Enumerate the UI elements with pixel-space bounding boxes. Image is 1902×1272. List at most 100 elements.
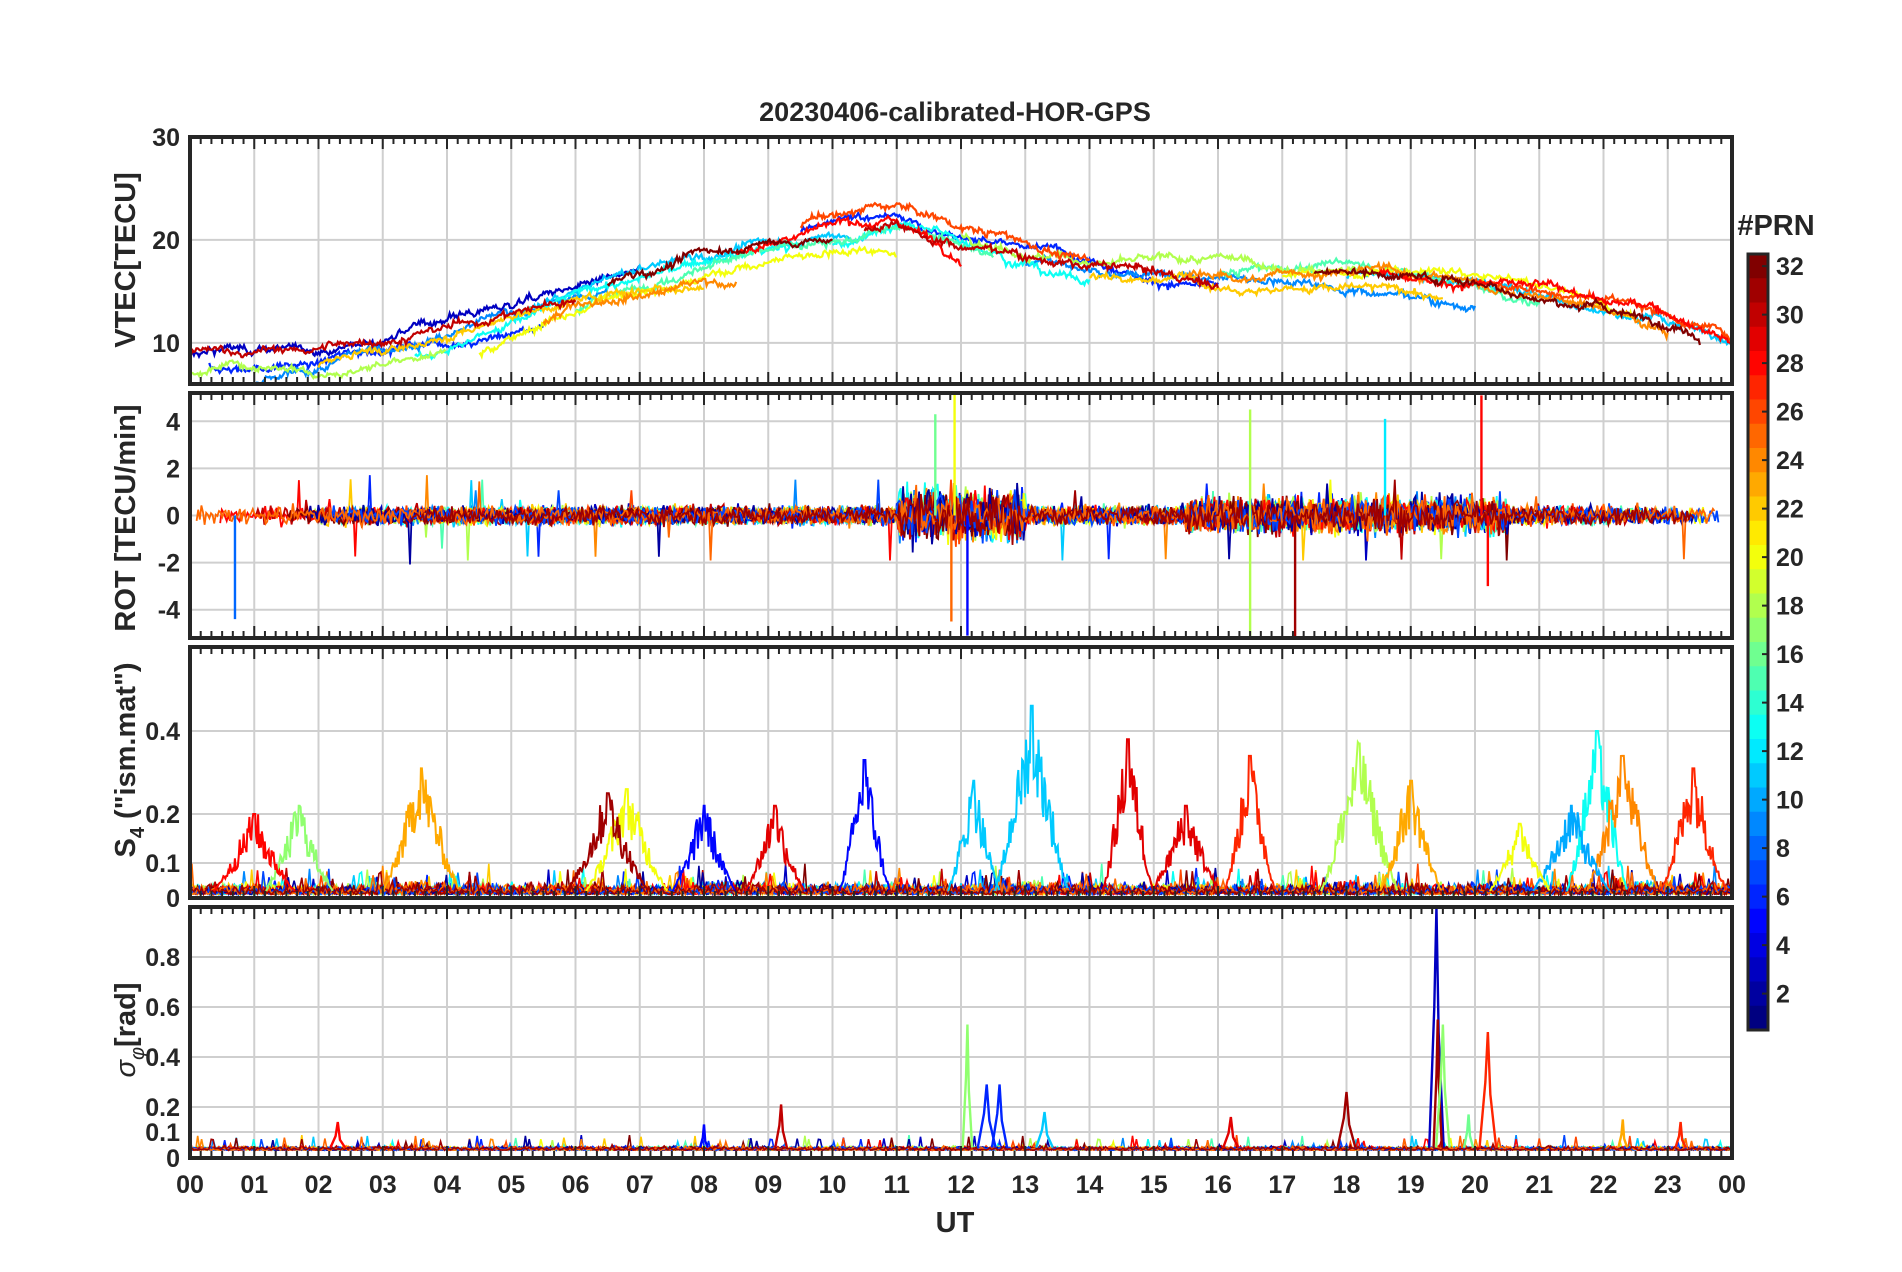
s4-peak-prn-13: [1566, 730, 1628, 892]
s4-peak-prn-23: [382, 767, 460, 892]
x-tick-label: 00: [176, 1171, 204, 1199]
colorbar-tick-label: 28: [1776, 350, 1804, 378]
sigma-spike-prn-6: [976, 1084, 997, 1148]
rot-lines: [195, 393, 1720, 638]
colorbar-tick-label: 22: [1776, 496, 1804, 524]
colorbar-segment: [1748, 593, 1768, 619]
colorbar-segment: [1748, 908, 1768, 934]
colorbar-segment: [1748, 811, 1768, 837]
sigma-spike-prn-27: [1478, 1031, 1498, 1148]
vtec-lines: [190, 201, 1732, 384]
s4-ylabel: S4 ("ism.mat"): [110, 663, 149, 858]
vtec-ytick-label: 20: [152, 227, 180, 255]
vtec-series-prn-32: [1313, 266, 1701, 346]
colorbar-title: #PRN: [1737, 210, 1814, 242]
sigma_phi-ytick-label: 0.6: [145, 994, 180, 1022]
colorbar-segment: [1748, 860, 1768, 886]
vtec-series-prn-26: [799, 201, 1091, 263]
colorbar-segment: [1748, 375, 1768, 401]
frame-layer: 102030-4-202400.10.20.400.10.20.40.60.80…: [145, 124, 1746, 1199]
sigma-spike-prn-29: [1222, 1116, 1240, 1149]
colorbar-segment: [1748, 884, 1768, 910]
rot-ytick-label: 2: [166, 455, 180, 483]
colorbar-tick-label: 12: [1776, 738, 1804, 766]
sigma-spike-prn-27: [1674, 1121, 1687, 1149]
colorbar-segment: [1748, 326, 1768, 352]
x-tick-label: 15: [1140, 1171, 1168, 1199]
vtec-ylabel: VTEC[TECU]: [110, 172, 142, 348]
x-tick-label: 21: [1525, 1171, 1553, 1199]
colorbar-tick-label: 16: [1776, 641, 1804, 669]
colorbar: 32 30 28 26 24 22 20 18 16 14 12 10 8 6 4 2: [1746, 252, 1804, 1032]
sigma_phi-ytick-label: 0.4: [145, 1044, 180, 1072]
colorbar-segment: [1748, 278, 1768, 304]
colorbar-segment: [1748, 399, 1768, 425]
x-tick-label: 23: [1654, 1171, 1682, 1199]
colorbar-tick-label: 8: [1776, 835, 1790, 863]
rot-ylabel: ROT [TECU/min]: [110, 404, 142, 631]
colorbar-tick-label: 18: [1776, 593, 1804, 621]
vtec-series-prn-24: [542, 277, 738, 327]
colorbar-segment: [1748, 836, 1768, 861]
x-tick-label: 08: [690, 1171, 718, 1199]
x-tick-label: 14: [1076, 1171, 1104, 1199]
sigma-spike-prn-31: [1336, 1091, 1357, 1148]
colorbar-tick-label: 26: [1776, 399, 1804, 427]
sigma-spike-prn-11: [1035, 1111, 1054, 1149]
s4-ytick-label: 0.2: [145, 801, 180, 829]
vtec-series-prn-20: [1282, 264, 1637, 321]
colorbar-tick-label: 6: [1776, 884, 1790, 912]
colorbar-tick-label: 30: [1776, 302, 1804, 330]
colorbar-segment: [1748, 957, 1768, 983]
vtec-series-prn-6: [800, 210, 1219, 292]
colorbar-segment: [1748, 981, 1768, 1007]
x-tick-label: 18: [1333, 1171, 1361, 1199]
colorbar-segment: [1748, 763, 1768, 789]
colorbar-segment: [1748, 933, 1768, 958]
sigma-ylabel-group: σφ[rad]: [110, 983, 149, 1078]
vtec-series-prn-32: [606, 237, 833, 288]
s4-peak-prn-29: [1151, 804, 1220, 892]
vtec-series-prn-13: [414, 240, 802, 361]
x-tick-label: 09: [754, 1171, 782, 1199]
sigma-spike-prn-16: [1462, 1114, 1475, 1148]
x-tick-label: 22: [1590, 1171, 1618, 1199]
s4-peak-prn-28: [212, 813, 296, 892]
colorbar-tick-label: 2: [1776, 981, 1790, 1009]
colorbar-segment: [1748, 739, 1768, 764]
colorbar-tick-label: 20: [1776, 544, 1804, 572]
colorbar-segment: [1748, 448, 1768, 473]
colorbar-segment: [1748, 423, 1768, 449]
sigma_phi-ytick-label: 0.1: [145, 1119, 180, 1147]
colorbar-segment: [1748, 351, 1768, 376]
x-tick-label: 12: [947, 1171, 975, 1199]
s4-peak-prn-20: [585, 788, 669, 892]
colorbar-segment: [1748, 690, 1768, 716]
colorbar-tick-label: 32: [1776, 253, 1804, 281]
colorbar-segment: [1748, 472, 1768, 498]
rot-ytick-label: -2: [158, 550, 180, 578]
colorbar-tick-label: 4: [1776, 932, 1790, 960]
rot-ytick-label: 4: [166, 408, 180, 436]
vtec-ytick-label: 30: [152, 124, 180, 152]
rot-ytick-label: 0: [166, 503, 180, 531]
sigma_phi-ytick-label: 0.2: [145, 1094, 180, 1122]
x-tick-label: 16: [1204, 1171, 1232, 1199]
colorbar-segment: [1748, 642, 1768, 667]
s4-peak-prn-5: [671, 804, 736, 892]
sigma_phi-ytick-label: 0.8: [145, 944, 180, 972]
x-tick-label: 07: [626, 1171, 654, 1199]
colorbar-segment: [1748, 1005, 1768, 1031]
s4-peak-prn-5: [838, 759, 891, 892]
rot-ytick-label: -4: [158, 597, 180, 625]
x-tick-label: 01: [240, 1171, 268, 1199]
sigma-ylabel: σφ[rad]: [110, 983, 149, 1078]
x-tick-label: 02: [305, 1171, 333, 1199]
vtec-series-prn-22: [1089, 270, 1443, 303]
colorbar-frame: [1746, 252, 1770, 1032]
x-tick-label: 11: [884, 1171, 911, 1199]
s4-peak-prn-27: [1223, 754, 1276, 892]
s4-ytick-label: 0: [166, 885, 180, 913]
s4-peak-prn-29: [1101, 738, 1154, 892]
x-tick-label: 13: [1011, 1171, 1039, 1199]
